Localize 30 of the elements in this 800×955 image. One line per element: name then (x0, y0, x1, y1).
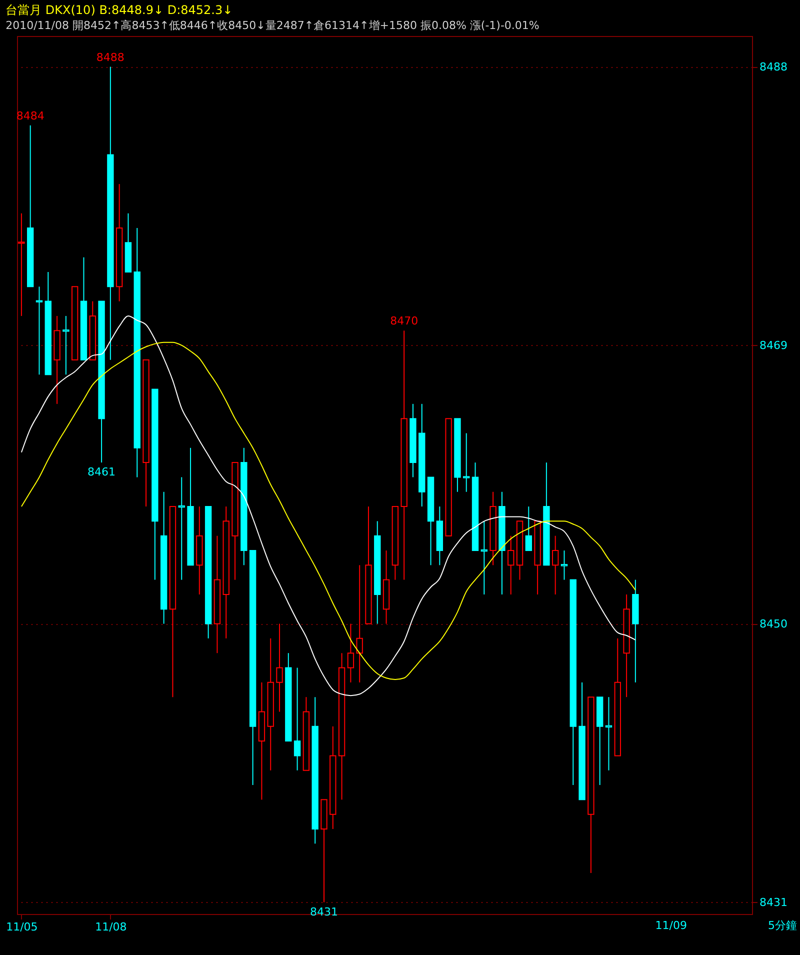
candlestick (294, 667, 301, 771)
candlestick (480, 520, 488, 595)
candlestick (463, 432, 470, 492)
chart-subtitle: 2010/11/08 開8452↑高8453↑低8446↑收8450↓量2487↑倉61314↑增+1580 振0.08% 漲(-1)-0.01% (6, 19, 540, 32)
y-tick-label: 8431 (760, 896, 788, 909)
candlestick (276, 623, 283, 712)
candlestick (525, 506, 532, 551)
y-tick-label: 8488 (760, 60, 788, 74)
annotation: 8431 (310, 905, 338, 918)
candlestick (36, 286, 43, 376)
candlestick (560, 550, 568, 580)
text: 11/09 (655, 919, 687, 932)
candlestick (552, 535, 559, 595)
x-tick-label: 11/08 (95, 920, 127, 934)
candlestick (605, 696, 612, 771)
candlestick (347, 623, 354, 683)
y-tick-label: 8450 (760, 617, 788, 630)
chart-title: 台當月 DKX(10) B:8448.9↓ D:8452.3↓ (6, 3, 233, 17)
annotation: 8461 (88, 466, 116, 479)
annotation: 8488 (96, 50, 124, 64)
annotation: 8484 (16, 109, 44, 122)
candlestick (18, 212, 25, 316)
x-tick-label: 11/05 (6, 920, 38, 934)
candlestick (178, 476, 185, 580)
candlestick (62, 315, 70, 376)
candlestick (508, 535, 514, 595)
annotation: 8470 (390, 314, 418, 328)
candlestick (356, 564, 363, 683)
y-tick-label: 8469 (760, 338, 788, 352)
text: 5分鐘 (768, 919, 797, 932)
